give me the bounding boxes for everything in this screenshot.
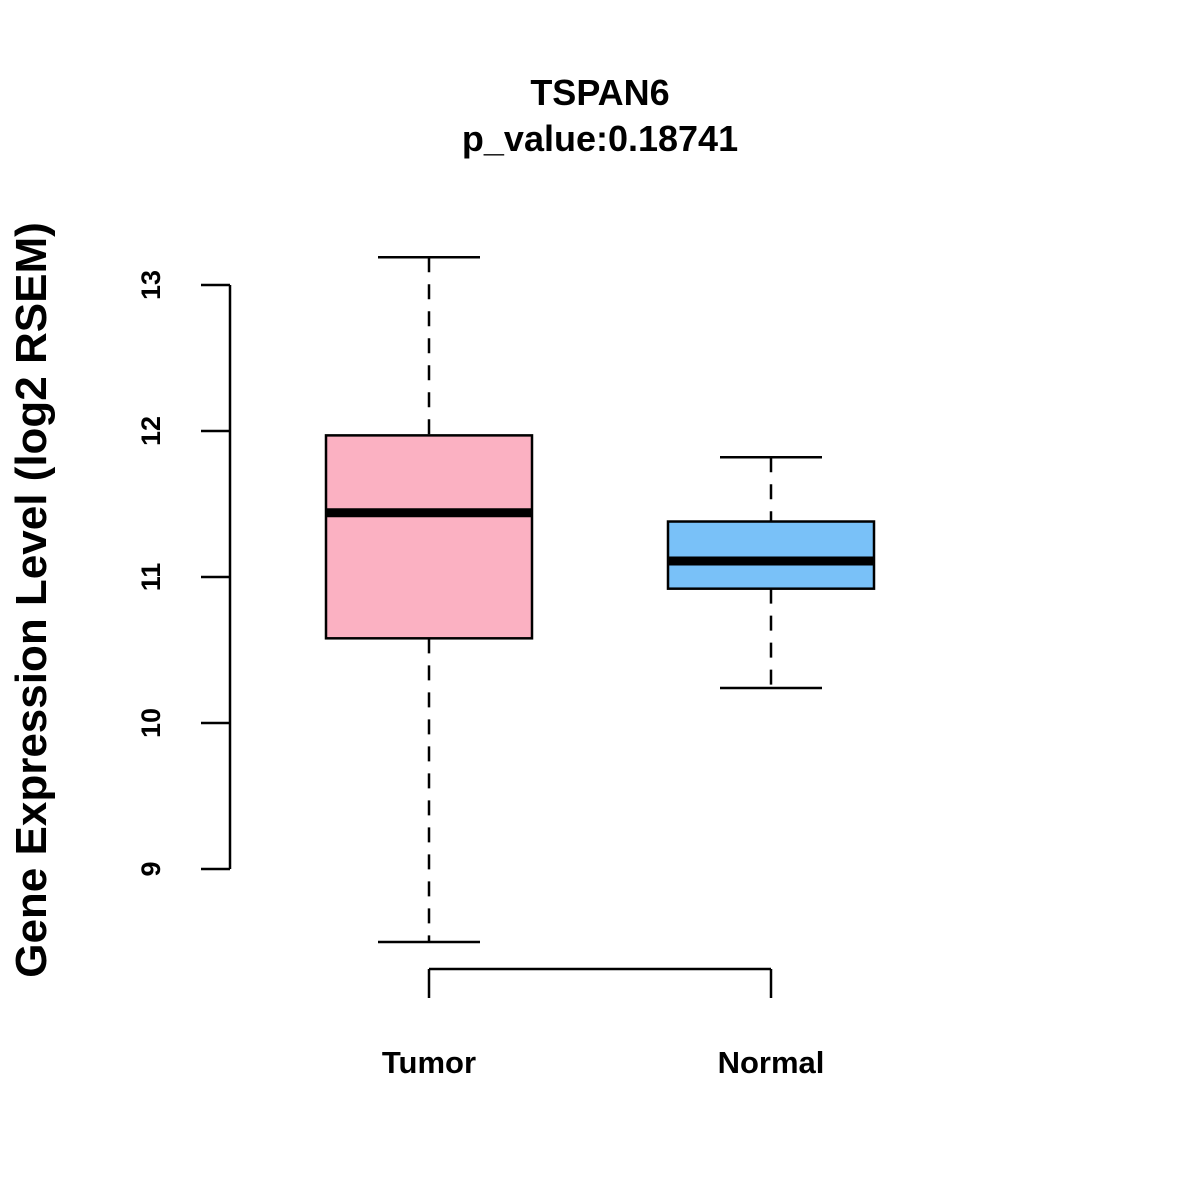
y-tick-label: 12 [136,416,166,446]
y-tick-label: 11 [136,563,166,592]
box-tumor [324,256,534,944]
y-tick-label: 9 [136,861,166,876]
iqr-box [324,434,534,640]
iqr-box [666,520,876,590]
y-tick-label: 13 [136,270,166,300]
x-tick-label: Normal [718,1045,825,1080]
box-normal [666,456,876,690]
x-axis: Tumor Normal [382,967,825,1080]
y-axis: 9 10 11 12 13 [136,270,232,877]
y-axis-title: Gene Expression Level (log2 RSEM) [7,222,56,978]
chart-subtitle: p_value:0.18741 [462,118,738,159]
chart-title: TSPAN6 [530,72,669,113]
x-tick-label: Tumor [382,1045,476,1080]
boxes [324,256,876,944]
y-tick-label: 10 [136,708,166,738]
